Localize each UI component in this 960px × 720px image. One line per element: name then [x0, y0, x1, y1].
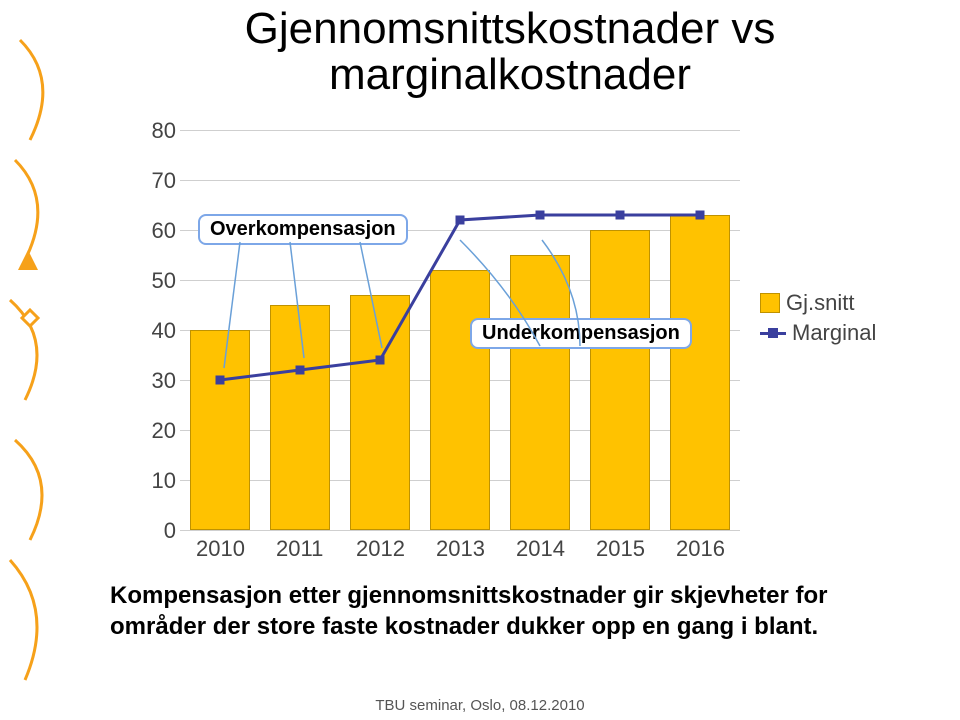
title-line-2: marginalkostnader: [329, 50, 691, 99]
bar-swatch: [760, 293, 780, 313]
slide: Gjennomsnittskostnader vs marginalkostna…: [0, 0, 960, 720]
y-tick-label: 0: [140, 518, 176, 544]
legend-line-label: Marginal: [792, 320, 876, 346]
description-text: Kompensasjon etter gjennomsnittskostnade…: [110, 580, 890, 642]
y-tick-label: 10: [140, 468, 176, 494]
y-tick-label: 70: [140, 168, 176, 194]
y-tick-label: 40: [140, 318, 176, 344]
y-tick-label: 30: [140, 368, 176, 394]
y-tick-label: 50: [140, 268, 176, 294]
y-tick-label: 80: [140, 118, 176, 144]
y-tick-label: 20: [140, 418, 176, 444]
page-title: Gjennomsnittskostnader vs marginalkostna…: [80, 6, 940, 98]
y-tick-label: 60: [140, 218, 176, 244]
footer-text: TBU seminar, Oslo, 08.12.2010: [0, 697, 960, 714]
legend-bar-label: Gj.snitt: [786, 290, 854, 316]
legend-line: Marginal: [760, 320, 876, 346]
legend: Gj.snitt Marginal: [760, 290, 876, 350]
cost-chart: Overkompensasjon Underkompensasjon Gj.sn…: [110, 120, 910, 560]
legend-bar: Gj.snitt: [760, 290, 876, 316]
title-line-1: Gjennomsnittskostnader vs: [245, 4, 776, 53]
content-area: Gjennomsnittskostnader vs marginalkostna…: [80, 0, 940, 720]
line-swatch: [760, 324, 786, 342]
sidebar-decoration: [0, 0, 70, 720]
